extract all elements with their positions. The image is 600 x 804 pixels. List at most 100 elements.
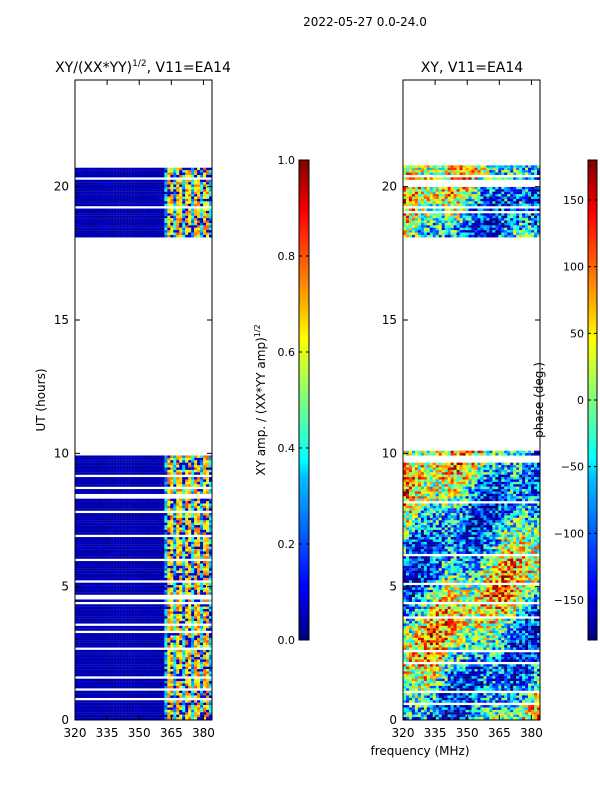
amp-heat-cell <box>191 544 195 547</box>
amp-heat-cell <box>146 618 150 622</box>
amp-heat-cell <box>80 702 85 706</box>
amp-heat-cell <box>191 613 195 617</box>
amp-heat-cell <box>110 201 114 204</box>
amp-heat-cell <box>170 642 174 646</box>
amp-heat-cell <box>188 517 192 521</box>
amp-heat-cell <box>170 479 174 482</box>
amp-heat-cell <box>182 712 186 715</box>
amp-heat-cell <box>110 690 114 694</box>
amp-heat-cell <box>197 606 201 610</box>
amp-heat-cell <box>191 179 195 183</box>
amp-heat-cell <box>155 477 159 480</box>
amp-heat-cell <box>113 642 117 646</box>
amp-heat-cell <box>158 462 162 466</box>
amp-heat-cell <box>104 681 108 684</box>
amp-heat-cell <box>80 546 85 550</box>
amp-heat-cell <box>119 174 123 178</box>
amp-heat-cell <box>137 513 141 516</box>
amp-heat-cell <box>143 472 147 475</box>
amp-heat-cell <box>75 546 79 550</box>
amp-heat-cell <box>197 479 201 482</box>
amp-heat-cell <box>149 513 153 516</box>
amp-heat-cell <box>107 717 111 720</box>
amp-heat-cell <box>200 532 204 535</box>
amp-heat-cell <box>158 657 162 660</box>
amp-heat-cell <box>77 678 82 682</box>
amp-heat-cell <box>155 635 159 638</box>
amp-heat-cell <box>167 618 171 622</box>
amp-heat-cell <box>107 714 111 718</box>
amp-heat-cell <box>152 642 156 646</box>
amp-heat-cell <box>206 625 210 629</box>
amp-heat-cell <box>134 201 138 204</box>
amp-heat-cell <box>158 184 162 188</box>
amp-heat-cell <box>86 611 91 614</box>
amp-heat-cell <box>134 693 138 696</box>
amp-heat-cell <box>140 712 144 715</box>
amp-heat-cell <box>89 666 94 670</box>
amp-heat-cell <box>116 709 120 713</box>
amp-heat-cell <box>98 645 103 648</box>
amp-heat-cell <box>161 707 165 710</box>
amp-heat-cell <box>149 625 153 629</box>
amp-heat-cell <box>134 527 138 530</box>
amp-heat-cell <box>149 472 153 475</box>
amp-heat-cell <box>179 573 183 576</box>
amp-heat-cell <box>110 525 114 528</box>
amp-heat-cell <box>104 582 108 586</box>
amp-heat-cell <box>158 501 162 504</box>
amp-heat-cell <box>158 515 162 518</box>
amp-heat-cell <box>104 172 108 176</box>
amp-heat-cell <box>83 599 88 602</box>
amp-heat-cell <box>143 546 147 550</box>
amp-heat-cell <box>137 599 141 602</box>
amp-heat-cell <box>194 460 198 463</box>
amp-heat-cell <box>104 661 108 665</box>
amp-heat-cell <box>140 517 144 521</box>
amp-heat-cell <box>98 477 103 480</box>
amp-heat-cell <box>188 460 192 463</box>
amp-heat-cell <box>92 194 97 197</box>
amp-heat-cell <box>155 661 159 665</box>
amp-heat-cell <box>95 673 100 677</box>
amp-heat-cell <box>182 546 186 550</box>
amp-heat-cell <box>122 537 126 540</box>
amp-heat-cell <box>200 654 204 658</box>
amp-heat-cell <box>77 717 82 720</box>
amp-heat-cell <box>203 628 207 631</box>
amp-heat-cell <box>209 664 213 667</box>
amp-heat-cell <box>116 460 120 463</box>
amp-heat-cell <box>134 568 138 571</box>
amp-heat-cell <box>197 469 201 473</box>
amp-heat-cell <box>158 527 162 530</box>
amp-heat-cell <box>110 678 114 682</box>
amp-heat-cell <box>191 666 195 670</box>
amp-heat-cell <box>107 184 111 188</box>
amp-heat-cell <box>98 625 103 629</box>
amp-heat-cell <box>95 640 100 643</box>
amp-heat-cell <box>116 517 120 521</box>
amp-heat-cell <box>185 174 189 178</box>
amp-heat-cell <box>77 477 82 480</box>
amp-heat-cell <box>113 628 117 631</box>
amp-heat-cell <box>110 645 114 648</box>
amp-heat-cell <box>137 541 141 545</box>
amp-heat-cell <box>140 678 144 682</box>
amp-heat-cell <box>197 201 201 204</box>
amp-heat-cell <box>98 198 103 202</box>
amp-heat-cell <box>113 673 117 677</box>
amp-heat-cell <box>89 491 94 494</box>
amp-heat-cell <box>75 532 79 535</box>
amp-heat-cell <box>137 654 141 658</box>
amp-heat-cell <box>146 491 150 494</box>
amp-heat-cell <box>77 654 82 658</box>
amp-heat-cell <box>86 191 91 195</box>
amp-heat-cell <box>95 661 100 665</box>
amp-heat-cell <box>173 618 177 622</box>
amp-heat-cell <box>167 669 171 672</box>
amp-heat-cell <box>110 611 114 614</box>
amp-heat-cell <box>164 709 168 713</box>
amp-heat-cell <box>75 556 79 559</box>
amp-heat-cell <box>185 587 189 590</box>
amp-heat-cell <box>107 659 111 662</box>
